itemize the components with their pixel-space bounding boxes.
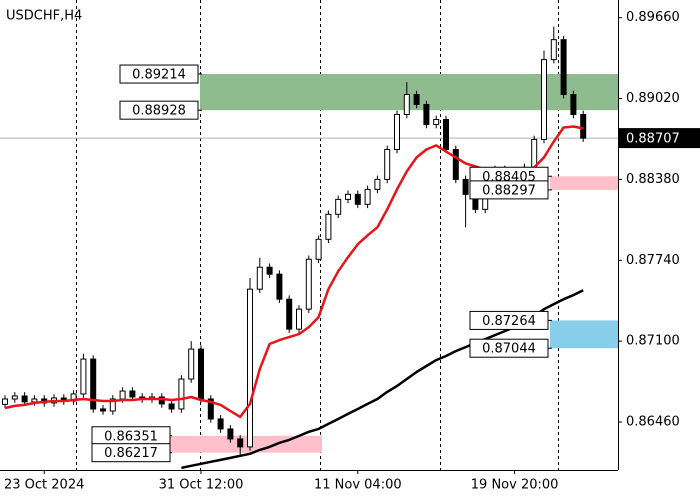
candle-body xyxy=(423,103,430,125)
zone-label: 0.88928 xyxy=(132,104,186,119)
candle-body xyxy=(413,94,420,105)
candle-body xyxy=(452,148,459,180)
price-zone xyxy=(550,320,618,349)
zone-label: 0.86217 xyxy=(104,446,158,461)
candle-body xyxy=(541,59,547,140)
candle-body xyxy=(168,403,175,410)
candle-body xyxy=(305,258,312,310)
candle-body xyxy=(580,113,587,139)
x-tick-label: 11 Nov 04:00 xyxy=(314,478,402,493)
candle-body xyxy=(315,238,322,260)
candle-body xyxy=(21,395,28,403)
y-tick-label: 0.86460 xyxy=(626,414,680,429)
current-price-label: 0.88707 xyxy=(626,132,680,147)
candle-body xyxy=(119,390,126,400)
x-tick-label: 31 Oct 12:00 xyxy=(159,478,244,493)
candles xyxy=(2,26,587,455)
zone-label: 0.87044 xyxy=(482,342,536,357)
candle-body xyxy=(570,94,577,115)
zone-label-box xyxy=(469,180,549,200)
candle-body xyxy=(207,398,214,420)
x-tick-label: 23 Oct 2024 xyxy=(4,478,84,493)
candle-body xyxy=(256,266,263,290)
candle-body xyxy=(80,358,87,395)
candle-body xyxy=(296,308,302,330)
candle-body xyxy=(198,348,204,400)
zone-label-box xyxy=(469,338,549,358)
x-tick-label: 19 Nov 20:00 xyxy=(471,478,559,493)
current-price-badge xyxy=(619,128,700,149)
candle-body xyxy=(433,119,440,125)
candle-body xyxy=(237,438,244,448)
y-tick-label: 0.89660 xyxy=(626,10,680,25)
candle-body xyxy=(2,398,8,405)
candle-body xyxy=(31,398,38,403)
zone-label: 0.89214 xyxy=(132,68,186,83)
candle-body xyxy=(11,395,18,400)
candle-body xyxy=(178,378,185,410)
y-tick-label: 0.87100 xyxy=(626,334,680,349)
candle-body xyxy=(188,348,195,380)
price-zone xyxy=(170,435,322,453)
y-tick-label: 0.88380 xyxy=(626,172,680,187)
zone-label-box xyxy=(119,100,199,120)
candle-body xyxy=(394,113,400,150)
candle-body xyxy=(100,408,106,412)
candle-body xyxy=(531,138,538,168)
zone-label: 0.87264 xyxy=(482,314,536,329)
candle-body xyxy=(364,188,371,205)
candle-body xyxy=(266,266,273,275)
candle-body xyxy=(403,94,410,115)
candle-body xyxy=(550,39,557,61)
candle-body xyxy=(109,398,116,412)
zone-label-box xyxy=(119,64,199,84)
candle-body xyxy=(354,193,361,205)
price-zone xyxy=(550,176,618,190)
candle-body xyxy=(227,428,234,440)
zone-label-box xyxy=(469,310,549,330)
candle-body xyxy=(335,198,342,215)
candle-body xyxy=(90,358,97,410)
candle-body xyxy=(560,39,567,96)
candle-body xyxy=(374,178,381,190)
candle-body xyxy=(384,148,391,180)
candle-body xyxy=(217,418,224,430)
zone-label-box xyxy=(91,443,171,463)
y-tick-label: 0.87740 xyxy=(626,253,680,268)
chart-title: USDCHF,H4 xyxy=(6,9,82,24)
zone-label: 0.86351 xyxy=(104,429,158,444)
candle-body xyxy=(325,213,332,240)
candle-body xyxy=(129,390,136,398)
candle-body xyxy=(462,178,469,195)
candle-body xyxy=(247,288,253,448)
y-tick-label: 0.89020 xyxy=(626,91,680,106)
candle-body xyxy=(276,273,283,300)
candle-body xyxy=(345,193,351,200)
candle-body xyxy=(286,298,293,330)
zone-label: 0.88297 xyxy=(482,183,536,198)
candle-body xyxy=(443,119,449,150)
